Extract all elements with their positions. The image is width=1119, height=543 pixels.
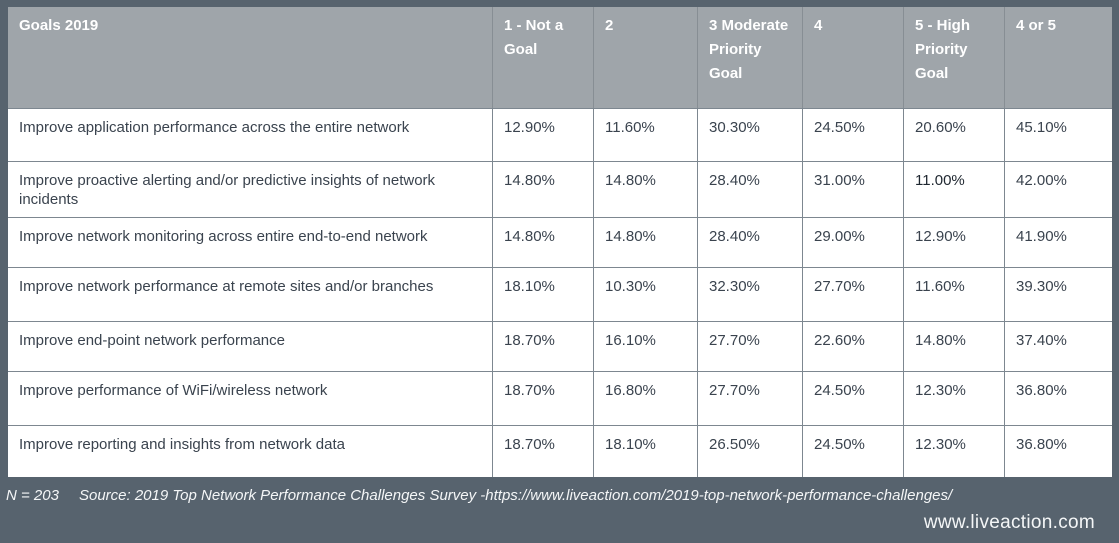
goal-label: Improve application performance across t… [19, 119, 410, 136]
value-cell: 37.40% [1004, 322, 1112, 371]
value-cell: 10.30% [593, 268, 697, 321]
column-header-2: 2 [593, 7, 697, 108]
column-header-4: 4 [802, 7, 903, 108]
column-header-not-a-goal: 1 - Not a Goal [492, 7, 593, 108]
goal-label: Improve performance of WiFi/wireless net… [19, 382, 328, 399]
table-row: Improve reporting and insights from netw… [8, 425, 1112, 477]
value-cell: 36.80% [1004, 372, 1112, 425]
website-url: www.liveaction.com [923, 512, 1095, 533]
footer-note: N = 203 Source: 2019 Top Network Performa… [6, 487, 1116, 504]
sample-size-label: N = 203 [6, 487, 59, 504]
value-cell: 24.50% [802, 426, 903, 477]
value-cell: 26.50% [697, 426, 802, 477]
table-row: Improve end-point network performance 18… [8, 321, 1112, 371]
value-cell: 28.40% [697, 218, 802, 267]
goal-label: Improve network performance at remote si… [19, 278, 434, 295]
value-cell: 18.70% [492, 372, 593, 425]
value-cell: 31.00% [802, 162, 903, 217]
value-cell: 20.60% [903, 109, 1004, 161]
goal-label: Improve reporting and insights from netw… [19, 436, 345, 453]
source-citation: Source: 2019 Top Network Performance Cha… [78, 487, 953, 504]
value-cell: 29.00% [802, 218, 903, 267]
value-cell: 14.80% [492, 218, 593, 267]
value-cell: 11.00% [903, 162, 1004, 217]
value-cell: 18.70% [492, 322, 593, 371]
value-cell: 18.10% [492, 268, 593, 321]
value-cell: 30.30% [697, 109, 802, 161]
goal-label: Improve end-point network performance [19, 332, 285, 349]
value-cell: 27.70% [802, 268, 903, 321]
value-cell: 16.10% [593, 322, 697, 371]
value-cell: 24.50% [802, 372, 903, 425]
column-header-moderate-priority: 3 Moderate Priority Goal [697, 7, 802, 108]
value-cell: 32.30% [697, 268, 802, 321]
value-cell: 36.80% [1004, 426, 1112, 477]
goal-label: Improve network monitoring across entire… [19, 228, 428, 245]
value-cell: 12.30% [903, 426, 1004, 477]
value-cell: 14.80% [593, 218, 697, 267]
value-cell: 16.80% [593, 372, 697, 425]
value-cell: 27.70% [697, 322, 802, 371]
value-cell: 18.10% [593, 426, 697, 477]
value-cell: 22.60% [802, 322, 903, 371]
value-cell: 28.40% [697, 162, 802, 217]
value-cell: 12.90% [903, 218, 1004, 267]
table-row: Improve proactive alerting and/or predic… [8, 161, 1112, 217]
survey-results-table: Goals 2019 1 - Not a Goal 2 3 Moderate P… [8, 7, 1112, 477]
value-cell: 24.50% [802, 109, 903, 161]
value-cell: 27.70% [697, 372, 802, 425]
value-cell: 39.30% [1004, 268, 1112, 321]
table-body: Improve application performance across t… [8, 108, 1112, 477]
value-cell: 14.80% [903, 322, 1004, 371]
value-cell: 11.60% [903, 268, 1004, 321]
table-row: Improve application performance across t… [8, 108, 1112, 161]
value-cell: 42.00% [1004, 162, 1112, 217]
table-row: Improve network performance at remote si… [8, 267, 1112, 321]
value-cell: 12.90% [492, 109, 593, 161]
column-header-high-priority: 5 - High Priority Goal [903, 7, 1004, 108]
table-row: Improve network monitoring across entire… [8, 217, 1112, 267]
value-cell: 11.60% [593, 109, 697, 161]
goal-label: Improve proactive alerting and/or predic… [19, 172, 436, 208]
value-cell: 14.80% [492, 162, 593, 217]
value-cell: 12.30% [903, 372, 1004, 425]
column-header-goals: Goals 2019 [19, 17, 99, 34]
table-header-row: Goals 2019 1 - Not a Goal 2 3 Moderate P… [8, 7, 1112, 108]
table-row: Improve performance of WiFi/wireless net… [8, 371, 1112, 425]
value-cell: 14.80% [593, 162, 697, 217]
value-cell: 41.90% [1004, 218, 1112, 267]
value-cell: 18.70% [492, 426, 593, 477]
value-cell: 45.10% [1004, 109, 1112, 161]
column-header-4-or-5: 4 or 5 [1004, 7, 1112, 108]
